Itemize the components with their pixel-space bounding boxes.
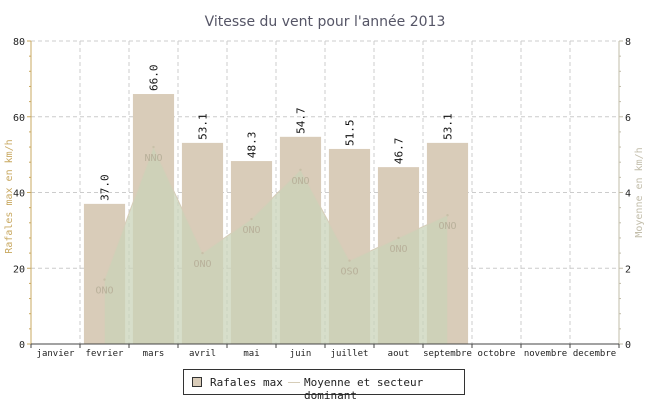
- x-tick-label-aout: aout: [388, 349, 410, 359]
- x-tick-label-decembre: decembre: [573, 349, 616, 359]
- y-tick-label-right: 8: [625, 37, 631, 48]
- mean-wind-point-mai: [250, 217, 253, 221]
- direction-label-juin: ONO: [291, 176, 309, 187]
- bar-value-label-fevrier: 37.0: [99, 174, 112, 201]
- y-tick-label-right: 0: [625, 340, 631, 351]
- x-tick-label-novembre: novembre: [524, 349, 567, 359]
- x-tick-label-mai: mai: [243, 349, 259, 359]
- chart-title: Vitesse du vent pour l'année 2013: [204, 14, 446, 30]
- bar-value-label-aout: 46.7: [393, 138, 406, 165]
- x-tick-label-octobre: octobre: [478, 349, 516, 359]
- y-tick-label-left: 60: [13, 113, 25, 124]
- legend-bar-swatch: [192, 377, 202, 387]
- mean-wind-point-juin: [299, 168, 302, 171]
- x-tick-label-fevrier: fevrier: [86, 349, 125, 359]
- legend: Rafales max Moyenne et secteur dominant: [183, 369, 465, 402]
- y-tick-label-left: 20: [13, 264, 25, 275]
- x-tick-label-juin: juin: [290, 349, 312, 359]
- mean-wind-point-mars: [152, 145, 155, 149]
- bar-value-label-juillet: 51.5: [344, 119, 357, 146]
- direction-label-avril: ONO: [193, 259, 211, 270]
- direction-label-mai: ONO: [242, 225, 260, 236]
- x-tick-label-septembre: septembre: [423, 349, 472, 359]
- direction-label-mars: NNO: [144, 153, 162, 164]
- y-tick-label-right: 4: [625, 189, 631, 200]
- bar-value-label-mars: 66.0: [148, 65, 161, 92]
- bar-value-label-septembre: 53.1: [442, 113, 455, 140]
- y-axis-title-right: Moyenne en km/h: [634, 147, 645, 237]
- x-tick-label-mars: mars: [143, 349, 165, 359]
- direction-label-fevrier: ONO: [95, 286, 113, 297]
- bar-value-label-mai: 48.3: [246, 132, 259, 159]
- x-tick-label-janvier: janvier: [37, 349, 76, 359]
- legend-bar-label: Rafales max: [210, 376, 283, 389]
- mean-wind-point-aout: [397, 236, 400, 240]
- mean-wind-point-avril: [201, 251, 204, 255]
- x-tick-label-juillet: juillet: [331, 349, 369, 359]
- direction-label-septembre: ONO: [438, 221, 456, 232]
- bar-value-label-juin: 54.7: [295, 107, 308, 134]
- direction-label-aout: ONO: [389, 244, 407, 255]
- direction-label-juillet: OSO: [340, 267, 358, 278]
- mean-wind-point-septembre: [446, 214, 449, 217]
- mean-wind-point-juillet: [348, 259, 351, 262]
- mean-wind-point-fevrier: [103, 278, 106, 281]
- y-tick-label-right: 6: [625, 113, 631, 124]
- x-tick-label-avril: avril: [189, 349, 216, 359]
- y-tick-label-right: 2: [625, 264, 631, 275]
- legend-area-swatch: [288, 382, 300, 383]
- legend-area-label: Moyenne et secteur dominant: [304, 376, 424, 402]
- bar-value-label-avril: 53.1: [197, 113, 210, 140]
- y-tick-label-left: 0: [19, 340, 25, 351]
- y-tick-label-left: 80: [13, 37, 25, 48]
- y-axis-title-left: Rafales max en km/h: [4, 139, 15, 253]
- y-tick-label-left: 40: [13, 189, 25, 200]
